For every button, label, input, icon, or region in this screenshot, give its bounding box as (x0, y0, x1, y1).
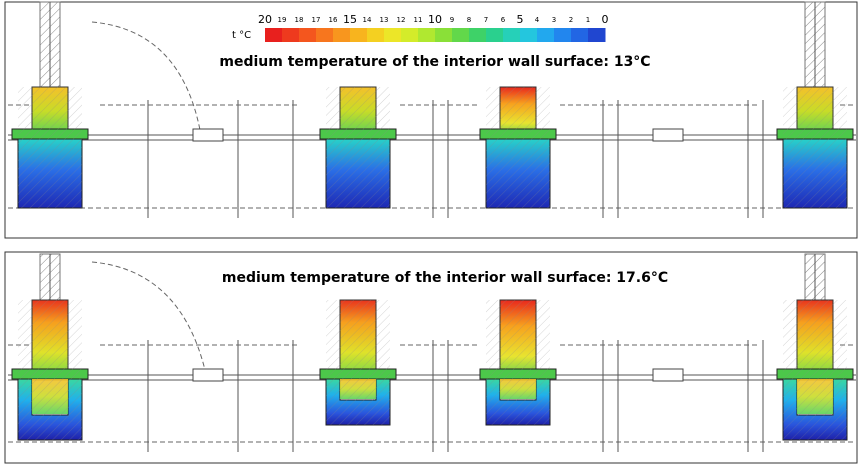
legend-label: 20 (258, 13, 272, 26)
frame (192, 368, 224, 382)
hatch-overlay (18, 300, 82, 440)
legend-label: 12 (397, 16, 406, 24)
legend-label: 13 (380, 16, 389, 24)
legend-swatch (401, 28, 419, 42)
legend-label: 8 (467, 16, 471, 24)
legend-label: 17 (312, 16, 321, 24)
caption: medium temperature of the interior wall … (222, 270, 668, 286)
legend-swatch (299, 28, 317, 42)
legend-swatch (367, 28, 385, 42)
hatch-overlay (783, 300, 847, 440)
hatch-overlay (18, 87, 82, 208)
legend-swatch (333, 28, 351, 42)
legend-swatch (452, 28, 470, 42)
legend-label: 10 (428, 13, 442, 26)
door-swing (91, 21, 201, 131)
hatch-overlay (783, 87, 847, 208)
legend-swatch (469, 28, 487, 42)
legend-swatch (282, 28, 300, 42)
hatch-overlay (486, 300, 550, 425)
legend-swatch (350, 28, 368, 42)
legend-label: 1 (586, 16, 590, 24)
panel-frame (4, 1, 858, 239)
legend-label: 7 (484, 16, 488, 24)
legend-label: 6 (501, 16, 506, 24)
legend-swatch (435, 28, 453, 42)
legend-swatch (316, 28, 334, 42)
hatch-overlay (326, 87, 390, 208)
legend-swatch (554, 28, 572, 42)
legend-label: 11 (414, 16, 423, 24)
legend-label: 16 (329, 16, 338, 24)
legend-label: 19 (278, 16, 287, 24)
hatch-overlay (486, 87, 550, 208)
legend-swatch (384, 28, 402, 42)
legend-label: 18 (295, 16, 304, 24)
legend-label: 5 (517, 13, 524, 26)
caption: medium temperature of the interior wall … (219, 54, 650, 70)
panel-frame (4, 251, 858, 464)
legend-unit: t °C (232, 30, 251, 41)
legend-swatch (503, 28, 521, 42)
legend-label: 2 (569, 16, 573, 24)
legend-label: 4 (535, 16, 540, 24)
legend-swatch (265, 28, 283, 42)
legend-swatch (520, 28, 538, 42)
legend-label: 3 (552, 16, 556, 24)
legend-swatch (588, 28, 606, 42)
legend-label: 0 (602, 13, 609, 26)
legend-swatch (486, 28, 504, 42)
legend-swatch (418, 28, 436, 42)
legend-label: 15 (343, 13, 357, 26)
frame (192, 128, 224, 142)
frame (652, 368, 684, 382)
legend-label: 14 (363, 16, 372, 24)
door-swing (91, 261, 206, 371)
legend-swatch (537, 28, 555, 42)
hatch-overlay (326, 300, 390, 425)
frame (652, 128, 684, 142)
legend-label: 9 (450, 16, 454, 24)
legend-swatch (571, 28, 589, 42)
